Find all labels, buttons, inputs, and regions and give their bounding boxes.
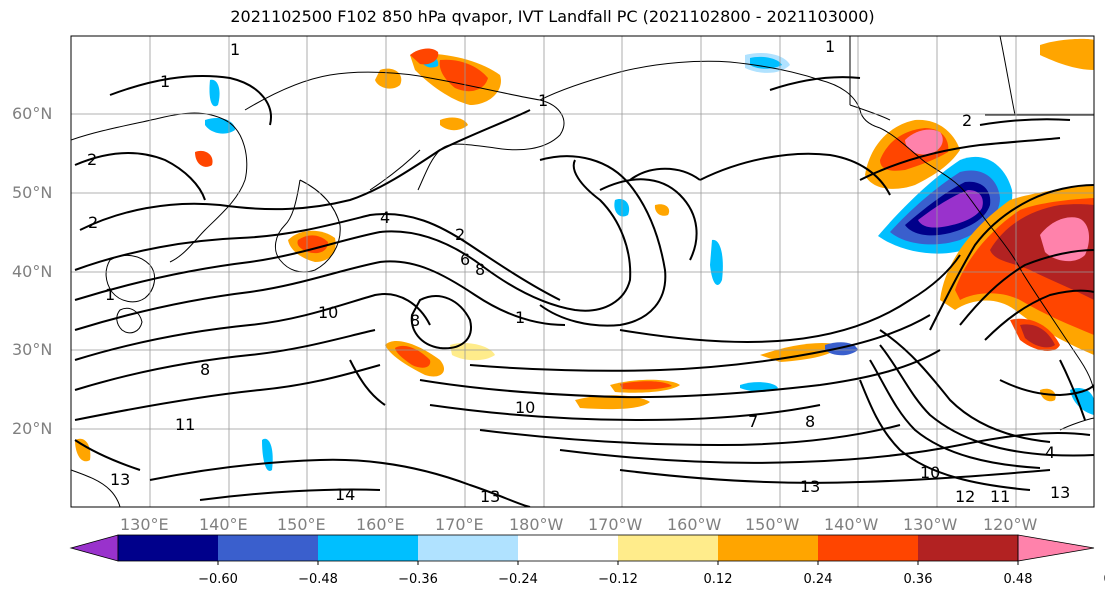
contour-label: 8 (410, 311, 420, 330)
contour-label: 13 (1050, 483, 1070, 502)
contour-label: 10 (515, 398, 535, 417)
shading-layer (75, 38, 1094, 471)
pos-anomaly-siberia-2 (410, 48, 439, 65)
contour-label: 13 (480, 487, 500, 506)
colorbar-tick-label: −0.60 (198, 572, 238, 587)
contour-label: 11 (990, 487, 1010, 506)
colorbar-tick-label: 0.36 (903, 572, 933, 587)
colorbar (69, 534, 1095, 565)
lon-label: 130°E (120, 515, 169, 534)
lat-label: 40°N (12, 262, 53, 281)
contour-label: 1 (538, 91, 548, 110)
lon-label: 150°W (745, 515, 800, 534)
neg-anomaly-siberia-3 (209, 79, 220, 107)
contour-label: 12 (955, 487, 975, 506)
pos-anomaly-subtropics-2 (395, 345, 431, 368)
pos-anomaly-sea (195, 150, 213, 167)
contour-label: 1 (230, 40, 240, 59)
pos-anomaly-kamchatka (440, 117, 468, 131)
lon-label: 160°E (356, 515, 405, 534)
lat-label: 30°N (12, 340, 53, 359)
lon-label: 150°E (277, 515, 326, 534)
map-title: 2021102500 F102 850 hPa qvapor, IVT Land… (230, 7, 875, 26)
colorbar-tick-label: −0.36 (398, 572, 438, 587)
contour-labels: 1 1 1 1 2 2 2 4 2 6 8 10 8 1 1 8 8 7 10 … (87, 37, 1070, 506)
contour-label: 2 (962, 111, 972, 130)
colorbar-extension-high (1017, 534, 1095, 562)
colorbar-tick-label: 0.24 (803, 572, 833, 587)
contour-label: 10 (920, 463, 940, 482)
lon-label: 130°W (903, 515, 958, 534)
contour-label: 8 (805, 412, 815, 431)
lon-label: 180°W (509, 515, 564, 534)
colorbar-segment (218, 535, 319, 561)
pos-anomaly-baja (1020, 324, 1055, 348)
neg-anomaly-subtropics-2 (740, 382, 778, 392)
lon-label: 160°W (667, 515, 722, 534)
pos-anomaly-japan-2 (297, 235, 328, 254)
neg-anomaly-southwest (262, 438, 273, 471)
lon-label: 140°E (199, 515, 248, 534)
pos-anomaly-central-1 (654, 204, 670, 216)
lon-label: 120°W (983, 515, 1038, 534)
contour-label: 1 (515, 308, 525, 327)
contour-label: 6 (460, 250, 470, 269)
pos-anomaly-okhotsk (375, 68, 402, 89)
lon-label: 170°E (435, 515, 484, 534)
pos-anomaly-arctic (1040, 38, 1094, 70)
colorbar-tick-label: −0.24 (498, 572, 538, 587)
contour-label: 1 (160, 72, 170, 91)
contour-label: 2 (455, 225, 465, 244)
contour-label: 13 (110, 470, 130, 489)
colorbar-segment (918, 535, 1019, 561)
colorbar-tick-label: −0.48 (298, 572, 338, 587)
colorbar-segment (118, 535, 219, 561)
contour-label: 4 (380, 208, 390, 227)
colorbar-segment (718, 535, 819, 561)
colorbar-extension-low (69, 534, 119, 562)
lat-label: 60°N (12, 104, 53, 123)
map-frame (70, 35, 1095, 508)
neg-anomaly-core-4 (918, 190, 983, 228)
pos-anomaly-bering-2 (439, 59, 488, 92)
contour-label: 13 (800, 477, 820, 496)
contour-label: 2 (88, 213, 98, 232)
colorbar-tick-label: 0.12 (703, 572, 733, 587)
colorbar-tick-label: 0.48 (1003, 572, 1033, 587)
contour-label: 14 (335, 485, 355, 504)
contour-label: 7 (748, 412, 758, 431)
gridlines (71, 36, 1094, 507)
contour-label: 2 (87, 150, 97, 169)
contour-label: 1 (825, 37, 835, 56)
contour-label: 10 (318, 303, 338, 322)
colorbar-frame (117, 534, 1019, 562)
colorbar-segment (818, 535, 919, 561)
pos-anomaly-subtropics-3 (450, 343, 495, 361)
coastlines (71, 36, 1094, 507)
lat-label: 50°N (12, 183, 53, 202)
pos-anomaly-alaska-3 (905, 129, 943, 155)
pos-anomaly-subtropics-6 (620, 381, 672, 390)
ivt-contours (74, 75, 1094, 507)
colorbar-segment (618, 535, 719, 561)
lat-label: 20°N (12, 419, 53, 438)
colorbar-segment (418, 535, 519, 561)
contour-label: 1 (105, 285, 115, 304)
pos-anomaly-southwest (75, 438, 91, 462)
neg-anomaly-central-1 (710, 239, 723, 285)
contour-label: 8 (200, 360, 210, 379)
lon-label: 170°W (588, 515, 643, 534)
contour-label: 4 (1045, 443, 1055, 462)
contour-label: 11 (175, 415, 195, 434)
colorbar-segment (518, 535, 619, 561)
colorbar-tick-label: 0.60 (1104, 572, 1105, 587)
colorbar-segment (318, 535, 419, 561)
lon-label: 140°W (824, 515, 879, 534)
neg-anomaly-siberia (205, 118, 235, 134)
colorbar-tick-label: −0.12 (598, 572, 638, 587)
pos-anomaly-subtropics-4 (575, 395, 650, 410)
contour-label: 8 (475, 260, 485, 279)
